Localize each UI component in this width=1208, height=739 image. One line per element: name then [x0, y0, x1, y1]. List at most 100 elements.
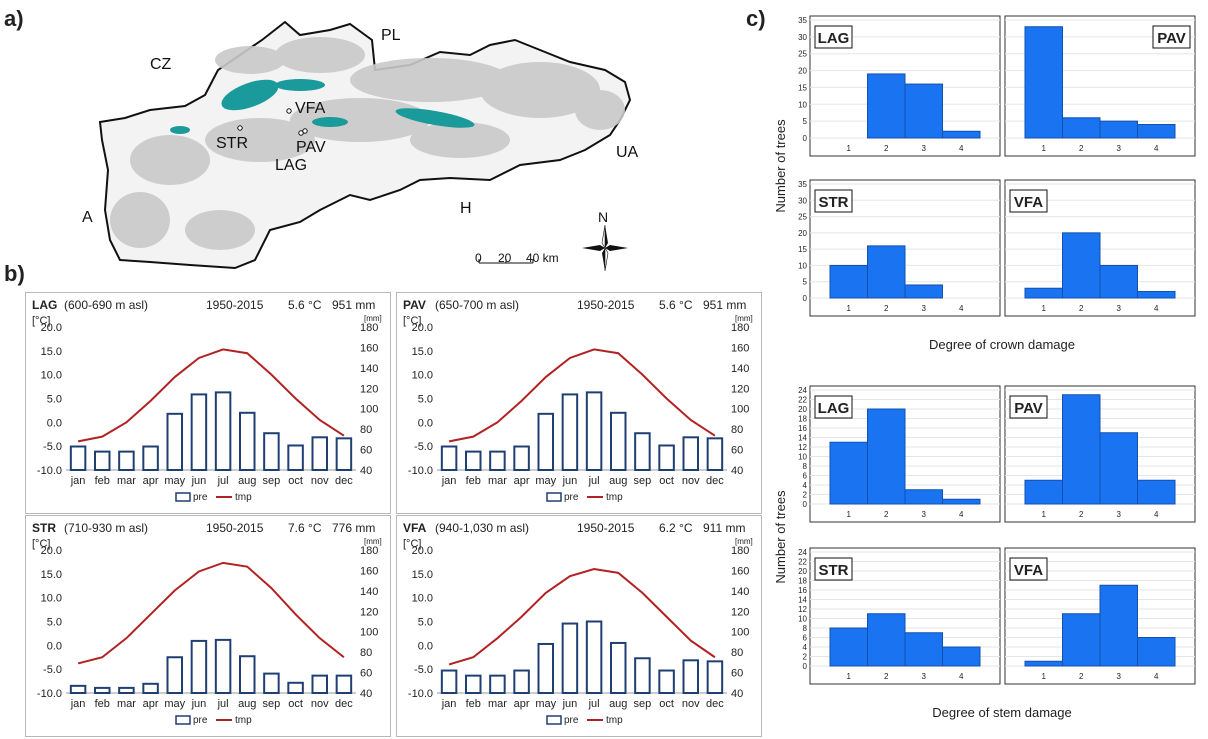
precip-bar-may [166, 656, 183, 694]
precip-bar-sep [634, 432, 651, 472]
histogram-stem-pav: 1 2 3 4 PAV [1004, 385, 1196, 523]
precip-bar-sep [634, 657, 651, 694]
y-tick-label: 24 [798, 386, 807, 395]
x-tick-label: 1 [847, 672, 852, 681]
histogram-bar-3 [904, 632, 943, 667]
precip-tick-label: 180 [360, 322, 378, 334]
temp-tick-label: -10.0 [408, 688, 433, 700]
month-label-mar: mar [488, 475, 507, 487]
y-tick-label: 20 [798, 229, 807, 238]
y-tick-label: 12 [798, 605, 807, 614]
temp-tick-label: 5.0 [47, 617, 62, 629]
y-tick-label: 14 [798, 434, 807, 443]
precip-bar-apr [142, 682, 159, 695]
x-tick-label: 4 [959, 144, 964, 153]
legend-swatch-pre [175, 715, 191, 725]
month-label-sep: sep [634, 475, 652, 487]
site-elevation: (650-700 m asl) [435, 298, 519, 312]
histogram-bar-1 [829, 264, 868, 299]
x-tick-label: 3 [922, 144, 927, 153]
site-code: PAV [403, 298, 426, 312]
temp-tick-label: 15.0 [41, 346, 62, 358]
temp-tick-label: 0.0 [47, 640, 62, 652]
histogram-crown-pav: 1 2 3 4 PAV [1004, 15, 1196, 157]
month-label-apr: apr [143, 475, 159, 487]
site-badge [814, 395, 853, 419]
country-label-a: A [82, 209, 93, 226]
precip-tick-label: 60 [731, 445, 743, 457]
precip-bar-feb [465, 450, 482, 472]
y-tick-label: 6 [803, 634, 808, 643]
y-tick-label: 0 [803, 500, 808, 509]
histogram-bar-3 [904, 284, 943, 299]
precip-bar-oct [287, 444, 304, 472]
site-badge-label: STR [819, 562, 849, 579]
precip-bar-jun [190, 639, 208, 694]
month-label-feb: feb [95, 475, 110, 487]
country-label-h: H [460, 200, 472, 217]
precip-tick-label: 120 [360, 383, 378, 395]
x-tick-label: 3 [1117, 510, 1122, 519]
forest-cover [110, 37, 625, 250]
temp-tick-label: 20.0 [412, 545, 433, 557]
y-tick-label: 18 [798, 415, 807, 424]
mean-temp-label: 5.6 °C [659, 298, 693, 312]
y-tick-label: 30 [798, 196, 807, 205]
precip-tick-label: 80 [731, 647, 743, 659]
y-tick-label: 8 [803, 462, 808, 471]
site-code: STR [32, 521, 56, 535]
period-label: 1950-2015 [206, 521, 264, 535]
precip-tick-label: 80 [360, 424, 372, 436]
precip-tick-label: 100 [731, 627, 749, 639]
precip-bar-aug [610, 411, 627, 472]
y-tick-label: 4 [803, 481, 808, 490]
month-label-aug: aug [238, 475, 256, 487]
temp-tick-label: -5.0 [414, 664, 433, 676]
x-tick-label: 1 [847, 144, 852, 153]
month-label-nov: nov [311, 698, 329, 710]
study-region [170, 79, 475, 134]
precip-unit-label: [mm] [735, 537, 753, 546]
month-label-may: may [164, 475, 185, 487]
country-label-ua: UA [616, 144, 639, 161]
temperature-line [448, 568, 716, 666]
mean-temp-label: 7.6 °C [288, 521, 322, 535]
y-tick-label: 16 [798, 424, 807, 433]
precip-bar-may [537, 412, 554, 471]
legend-swatch-pre [546, 715, 562, 725]
site-label-lag: LAG [275, 157, 307, 174]
climate-diagram-str: STR (710-930 m asl) 1950-2015 7.6 °C 776 mm [… [25, 515, 391, 737]
annual-precip-label: 776 mm [332, 521, 375, 535]
precip-bar-apr [513, 445, 530, 471]
annual-precip-label: 911 mm [703, 521, 745, 535]
precip-tick-label: 100 [731, 404, 749, 416]
month-label-feb: feb [466, 475, 481, 487]
y-tick-label: 4 [803, 643, 808, 652]
climate-plot: PAV (650-700 m asl) 1950-2015 5.6 °C 951 mm [… [403, 298, 753, 503]
y-tick-label: 20 [798, 567, 807, 576]
y-tick-label: 14 [798, 596, 807, 605]
precip-tick-label: 160 [731, 342, 749, 354]
month-label-jul: jul [588, 475, 600, 487]
legend-label-tmp: tmp [606, 715, 623, 726]
histogram-bar-3 [1099, 584, 1138, 667]
histogram-crown-lag: 0 5 10 15 20 25 30 35 1 2 3 4 LAG [798, 15, 1001, 157]
month-label-apr: apr [514, 698, 530, 710]
histogram-bar-1 [829, 441, 868, 505]
histogram-stem-vfa: 1 2 3 4 VFA [1004, 547, 1196, 685]
slovakia-map: CZ PL UA A H VFA STR PAV LAG N 0 20 40 k… [82, 20, 639, 272]
x-tick-label: 2 [1079, 510, 1084, 519]
histogram-bar-2 [867, 73, 906, 139]
precip-bar-dec [706, 660, 724, 694]
y-tick-label: 25 [798, 213, 807, 222]
legend-label-pre: pre [193, 715, 208, 726]
histogram-bar-4 [1137, 124, 1176, 139]
histogram-bar-2 [867, 245, 906, 299]
site-markers [237, 108, 308, 136]
x-tick-label: 2 [1079, 672, 1084, 681]
temp-tick-label: -10.0 [37, 688, 62, 700]
precip-bar-jul [214, 638, 232, 694]
month-label-jul: jul [588, 698, 600, 710]
